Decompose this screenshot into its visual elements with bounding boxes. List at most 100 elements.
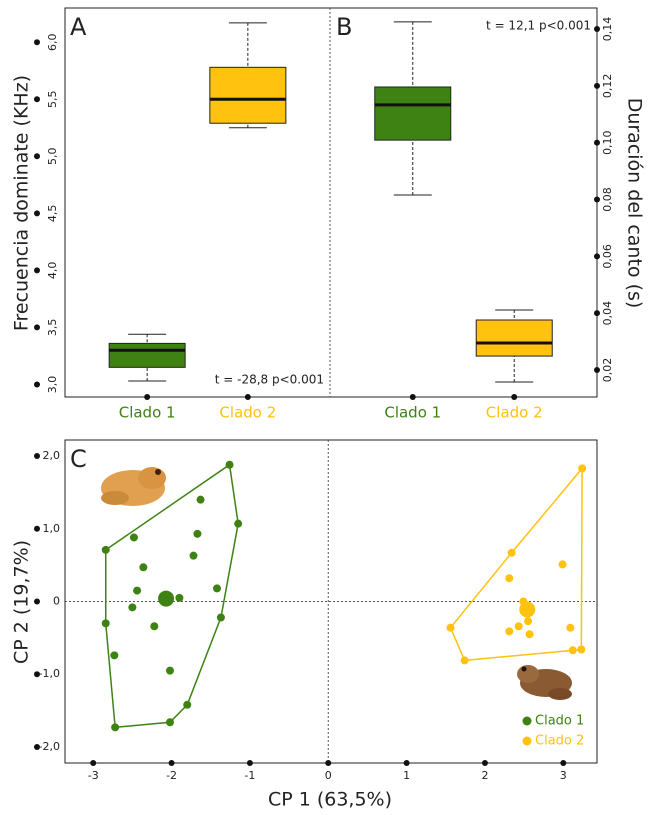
point	[505, 627, 513, 635]
x-tick-mark	[144, 394, 150, 400]
x-tick-mark	[482, 760, 488, 766]
point	[189, 552, 197, 560]
box	[109, 343, 185, 367]
box	[476, 320, 552, 356]
y-tick-label: 3,5	[46, 319, 59, 337]
point	[566, 624, 574, 632]
y-tick-mark	[34, 39, 40, 45]
point	[197, 496, 205, 504]
y-tick-mark	[34, 267, 40, 273]
y2-axis-title: Duración del canto (s)	[624, 98, 646, 309]
centroid	[158, 591, 174, 607]
x-tick-label: Clado 2	[486, 404, 543, 422]
panel-letter: C	[70, 445, 87, 473]
y-tick-mark	[594, 197, 600, 203]
y-tick-label: 6,0	[46, 33, 59, 51]
box	[375, 87, 451, 140]
point	[111, 723, 119, 731]
point	[446, 624, 454, 632]
figure: A B C Frecuencia dominate (KHz) Duración…	[0, 0, 648, 815]
y-tick-mark	[34, 210, 40, 216]
y-axis-title: CP 2 (19,7%)	[11, 540, 33, 664]
y-tick-label: -1,0	[39, 667, 60, 680]
y-tick-mark	[594, 367, 600, 373]
y-tick-label: 0,10	[601, 130, 614, 155]
y-tick-label: 0,14	[601, 17, 614, 42]
frog-photo	[517, 665, 572, 700]
panel-letter: B	[336, 13, 352, 41]
point	[526, 630, 534, 638]
x-tick-mark	[247, 760, 253, 766]
point	[102, 546, 110, 554]
annotation: t = -28,8 p<0.001	[215, 373, 324, 387]
y-tick-label: 0,06	[601, 244, 614, 269]
x-tick-mark	[511, 394, 517, 400]
point	[183, 701, 191, 709]
y-tick-mark	[594, 253, 600, 259]
point	[515, 622, 523, 630]
x-tick-mark	[325, 760, 331, 766]
y-axis-title: Frecuencia dominate (KHz)	[11, 75, 33, 331]
point	[130, 533, 138, 541]
y-tick-label: -2,0	[39, 740, 60, 753]
y-tick-label: 4,0	[46, 262, 59, 280]
y-tick-label: 0,04	[601, 301, 614, 326]
x-tick-label: -2	[166, 769, 177, 782]
point	[226, 461, 234, 469]
y-tick-label: 5,0	[46, 148, 59, 166]
legend-marker	[523, 717, 532, 726]
point	[508, 549, 516, 557]
y-tick-label: 3,0	[46, 376, 59, 394]
point	[234, 520, 242, 528]
x-tick-label: -1	[244, 769, 255, 782]
x-tick-mark	[90, 760, 96, 766]
y-tick-mark	[594, 140, 600, 146]
legend-label: Clado 1	[535, 714, 584, 729]
y-tick-mark	[34, 599, 40, 605]
point	[128, 603, 136, 611]
y-tick-label: 1,0	[43, 522, 61, 535]
point	[193, 530, 201, 538]
point	[166, 667, 174, 675]
point	[505, 574, 513, 582]
y-tick-label: 0,12	[601, 74, 614, 99]
x-tick-label: Clado 1	[384, 404, 441, 422]
box	[210, 67, 286, 123]
y-tick-label: 2,0	[43, 449, 61, 462]
x-tick-label: 0	[325, 769, 332, 782]
point	[175, 594, 183, 602]
point	[213, 584, 221, 592]
point	[217, 614, 225, 622]
y-tick-mark	[34, 381, 40, 387]
y-tick-mark	[594, 26, 600, 32]
frog-photo	[101, 467, 166, 506]
x-axis-title: CP 1 (63,5%)	[268, 789, 392, 811]
y-tick-label: 5,5	[46, 91, 59, 109]
point	[102, 619, 110, 627]
x-tick-mark	[560, 760, 566, 766]
x-tick-label: 2	[481, 769, 488, 782]
x-tick-mark	[169, 760, 175, 766]
point	[559, 560, 567, 568]
x-tick-label: Clado 2	[219, 404, 276, 422]
x-tick-mark	[404, 760, 410, 766]
centroid	[519, 602, 535, 618]
point	[166, 718, 174, 726]
point	[577, 646, 585, 654]
x-tick-mark	[245, 394, 251, 400]
point	[110, 651, 118, 659]
panel-letter: A	[70, 13, 87, 41]
y-tick-mark	[34, 96, 40, 102]
y-tick-mark	[34, 153, 40, 159]
point	[569, 646, 577, 654]
point	[133, 587, 141, 595]
y-tick-mark	[594, 83, 600, 89]
legend-marker	[523, 737, 532, 746]
x-tick-label: Clado 1	[119, 404, 176, 422]
y-tick-mark	[34, 526, 40, 532]
point	[578, 464, 586, 472]
x-tick-mark	[410, 394, 416, 400]
point	[461, 656, 469, 664]
point	[524, 617, 532, 625]
annotation: t = 12,1 p<0.001	[486, 19, 591, 33]
